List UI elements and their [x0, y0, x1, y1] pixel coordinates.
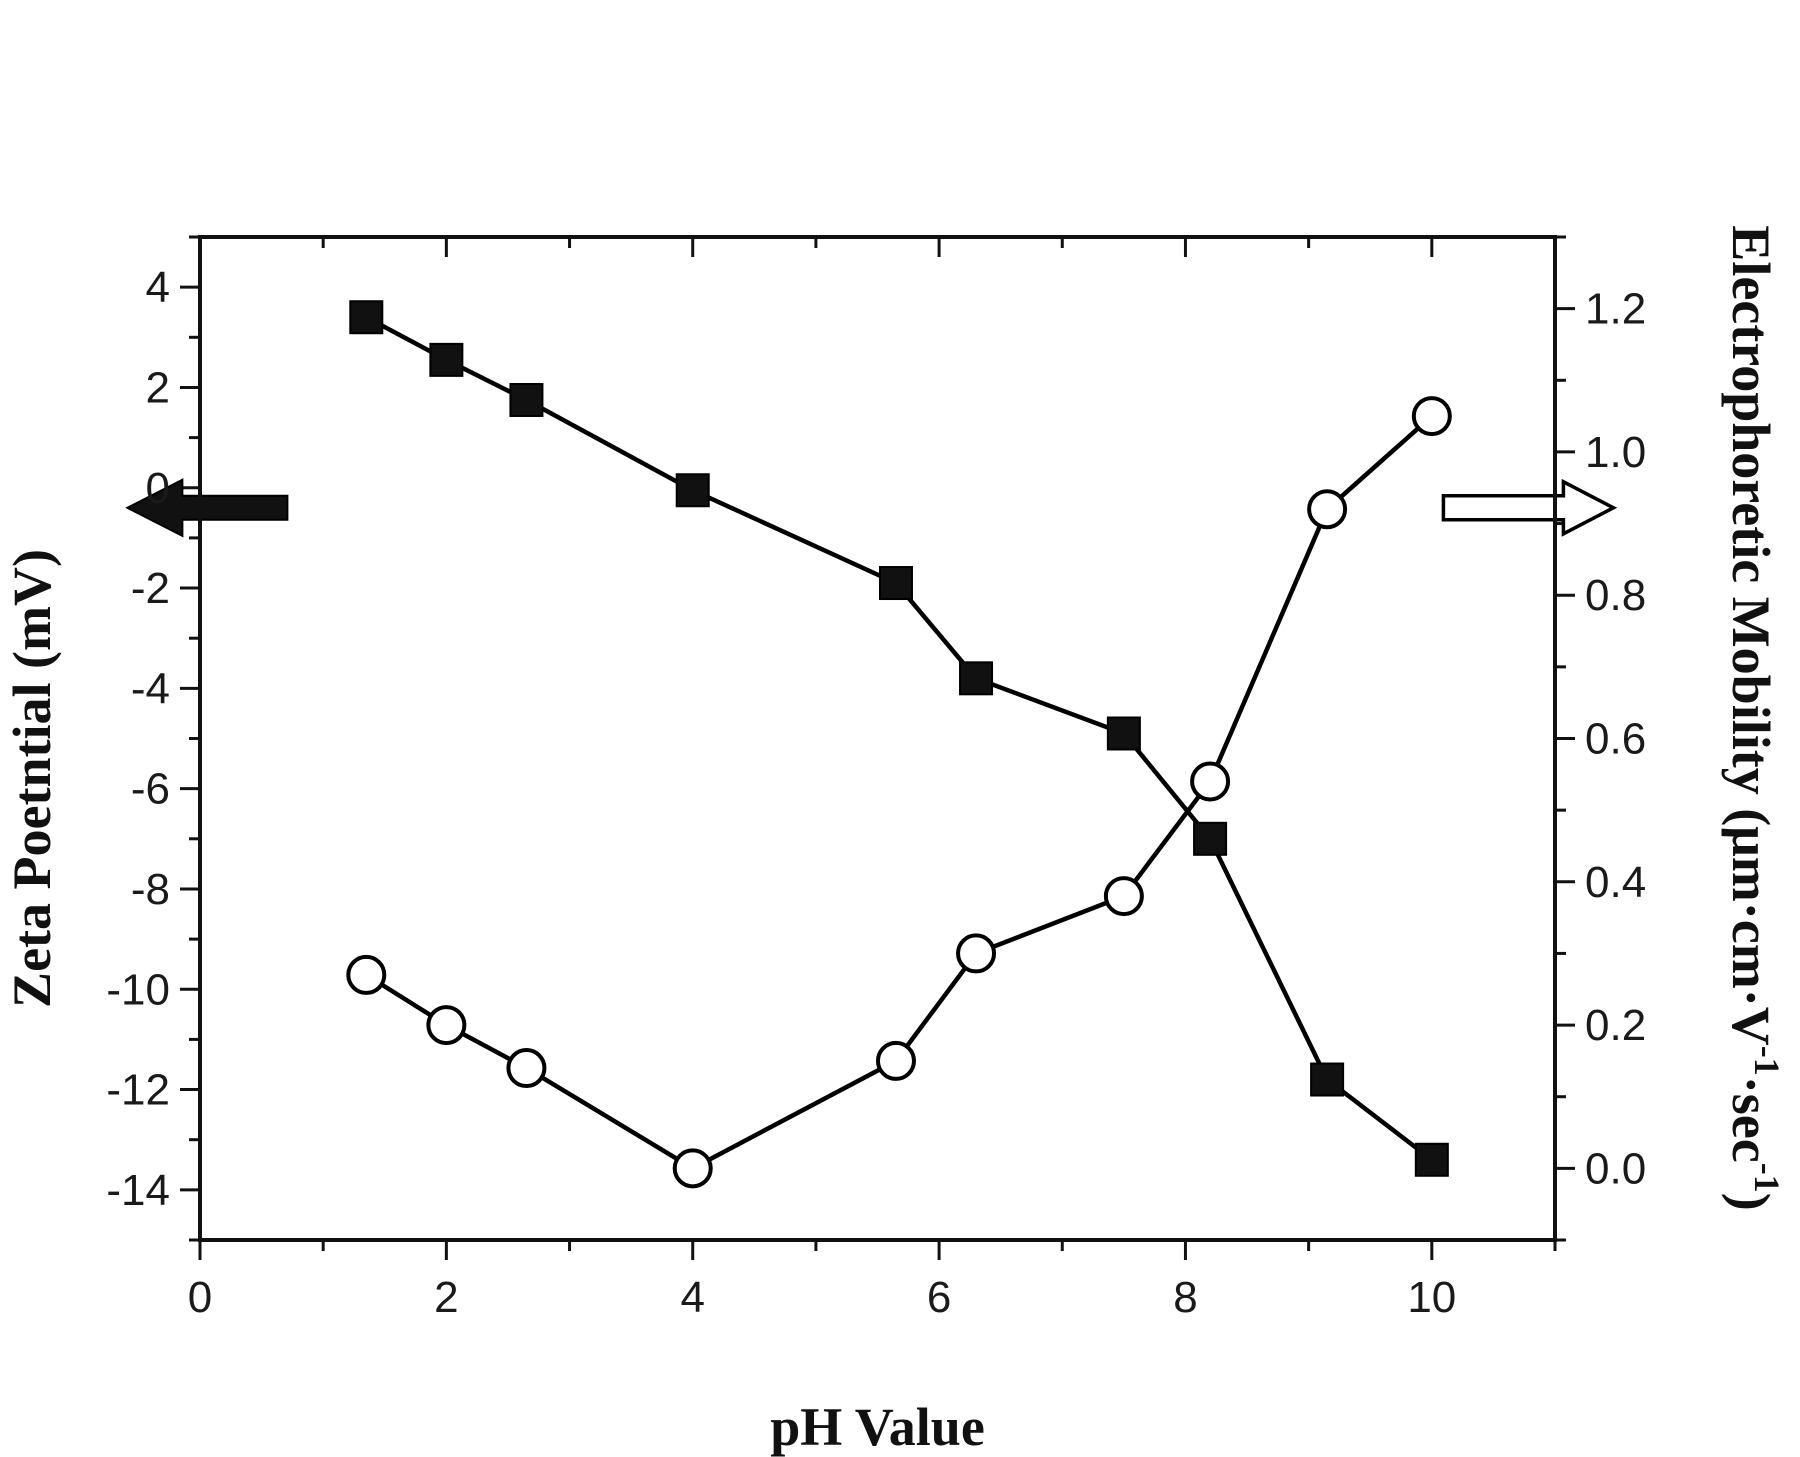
y-left-tick-label: -10 — [106, 965, 170, 1014]
data-point-circle — [1411, 396, 1452, 437]
data-point-circle — [506, 1048, 547, 1089]
data-point-circle — [956, 933, 997, 974]
left-axis-arrow — [125, 478, 289, 538]
y-left-tick-label: -4 — [131, 664, 170, 713]
y-right-title-end: ) — [1721, 1193, 1781, 1211]
data-point-circle — [672, 1148, 713, 1189]
data-point-circle — [346, 954, 387, 995]
tick-labels: 0 2 4 6 8 10 4 2 0 -2 -4 -6 -8 -10 -12 -14 1.2 1.0 0.8 0.6 0… — [106, 263, 1646, 1322]
y-right-title-sup2: -1 — [1747, 1163, 1787, 1193]
y-left-tick-label: 0 — [146, 464, 170, 513]
data-point-square — [1310, 1062, 1345, 1097]
series-layer — [346, 300, 1452, 1189]
x-axis-title: pH Value — [770, 1397, 985, 1457]
y-right-tick-label: 0.8 — [1585, 571, 1646, 620]
x-tick-label: 6 — [927, 1273, 951, 1322]
x-tick-label: 2 — [434, 1273, 458, 1322]
data-point-square — [1106, 716, 1141, 751]
series-line-left — [365, 315, 1434, 1162]
data-point-square — [1414, 1142, 1449, 1177]
x-tick-label: 8 — [1173, 1273, 1197, 1322]
y-right-title-sup1: -1 — [1747, 1046, 1787, 1076]
data-point-square — [675, 473, 710, 508]
data-point-circle — [875, 1040, 916, 1081]
data-point-square — [349, 300, 384, 335]
data-point-circle — [1307, 489, 1348, 530]
plot-frame — [198, 235, 1557, 1242]
y-right-tick-label: 0.6 — [1585, 715, 1646, 764]
y-axis-right-title: Electrophoretic Mobility (μm·cm·V-1·sec-… — [1721, 225, 1787, 1210]
data-point-circle — [1190, 761, 1231, 802]
series-line-right — [365, 414, 1434, 1171]
y-axis-left-title: Zeta Poetntial (mV) — [2, 549, 62, 1008]
annotation-layer — [125, 478, 1618, 538]
y-left-tick-label: -2 — [131, 564, 170, 613]
y-left-tick-label: 2 — [146, 363, 170, 412]
data-point-square — [429, 342, 464, 377]
x-tick-label: 10 — [1407, 1273, 1456, 1322]
data-point-circle — [1103, 876, 1144, 917]
y-left-tick-label: -12 — [106, 1066, 170, 1115]
data-point-square — [509, 382, 544, 417]
data-point-circle — [426, 1005, 467, 1046]
y-left-tick-label: -6 — [131, 765, 170, 814]
right-axis-arrow — [1441, 478, 1618, 537]
data-point-square — [959, 661, 994, 696]
y-right-tick-label: 1.2 — [1585, 285, 1646, 334]
y-right-title-main: Electrophoretic Mobility (μm·cm·V — [1721, 225, 1781, 1045]
data-point-square — [1193, 821, 1228, 856]
data-point-square — [878, 566, 913, 601]
y-right-title-mid: ·sec — [1721, 1076, 1781, 1163]
y-left-tick-label: -14 — [106, 1166, 170, 1215]
y-right-tick-label: 0.0 — [1585, 1144, 1646, 1193]
x-tick-label: 0 — [188, 1273, 212, 1322]
y-right-tick-label: 0.2 — [1585, 1001, 1646, 1050]
y-left-tick-label: -8 — [131, 865, 170, 914]
x-tick-label: 4 — [680, 1273, 704, 1322]
y-right-tick-label: 0.4 — [1585, 858, 1646, 907]
y-right-tick-label: 1.0 — [1585, 428, 1646, 477]
y-left-tick-label: 4 — [146, 263, 170, 312]
